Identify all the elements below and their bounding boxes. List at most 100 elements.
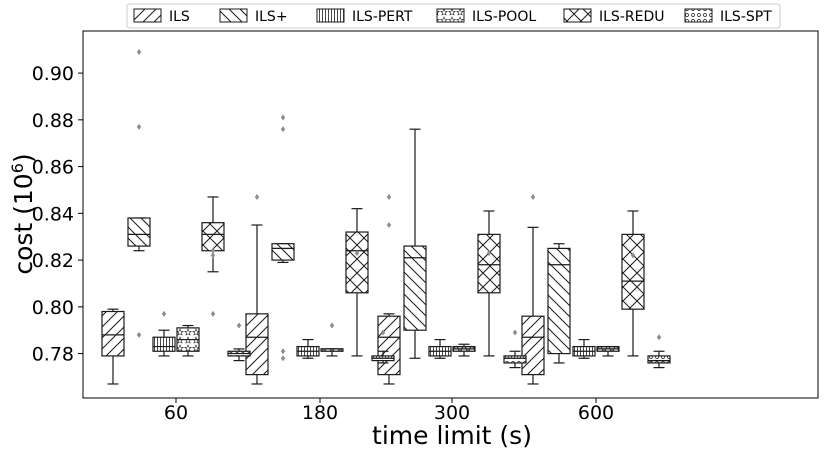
- box-series: [101, 49, 671, 385]
- outlier-point: [136, 331, 142, 338]
- outlier-point: [280, 114, 286, 121]
- legend-swatch: [133, 8, 162, 23]
- legend-item-ils-pool: ILS-POOL: [436, 8, 536, 25]
- legend-label: ILS: [169, 9, 190, 25]
- box-body: [477, 233, 501, 294]
- outlier-point: [386, 193, 392, 200]
- outlier-point: [136, 123, 142, 130]
- legend-label: ILS-SPT: [720, 9, 772, 25]
- box-ils-spt-60: [227, 322, 251, 362]
- x-tick-label: 60: [164, 402, 188, 424]
- box-body: [345, 231, 369, 294]
- legend-item-ils-spt: ILS-SPT: [684, 8, 772, 25]
- outlier-point: [486, 250, 492, 257]
- outlier-point: [210, 310, 216, 317]
- y-tick-label: 0.80: [32, 297, 74, 319]
- box-body: [547, 247, 571, 355]
- y-axis-label: cost (106): [8, 153, 38, 274]
- outlier-point: [386, 222, 392, 229]
- legend-swatch: [684, 8, 713, 23]
- legend-item-ils-redu: ILS-REDU: [563, 8, 664, 25]
- legend-label: ILS-POOL: [472, 9, 536, 25]
- box-body: [152, 336, 176, 352]
- box-ils-redu-60: [201, 196, 225, 317]
- outlier-point: [136, 49, 142, 56]
- outlier-point: [656, 334, 662, 341]
- box-body: [647, 355, 671, 364]
- box-ils-pool-180: [320, 322, 344, 357]
- box-ils-180: [245, 193, 269, 385]
- box-ils-spt-180: [371, 329, 395, 364]
- x-tick-label: 180: [302, 402, 338, 424]
- y-tick-label: 0.78: [32, 344, 74, 366]
- box-ils-spt-300: [503, 329, 527, 369]
- legend-label: ILS-PERT: [352, 9, 413, 25]
- box-body: [245, 313, 269, 376]
- x-tick-label: 300: [434, 402, 470, 424]
- legend-swatch: [219, 8, 248, 23]
- y-axis-label-close: ): [9, 153, 38, 163]
- box-ils-pert-180: [296, 338, 320, 359]
- legend-swatch: [563, 8, 592, 23]
- box-ils-pert-600: [572, 338, 596, 359]
- legend-swatch: [436, 8, 465, 23]
- box-body: [271, 243, 295, 261]
- outlier-point: [329, 322, 335, 329]
- box-ils+-60: [127, 49, 151, 338]
- legend-label: ILS+: [255, 9, 288, 25]
- box-ils-redu-300: [477, 210, 501, 357]
- outlier-point: [280, 355, 286, 362]
- box-body: [503, 355, 527, 364]
- box-ils-pool-600: [596, 345, 620, 357]
- legend-label: ILS-REDU: [599, 9, 664, 25]
- outlier-point: [210, 247, 216, 254]
- box-ils-spt-600: [647, 334, 671, 369]
- box-ils-redu-180: [345, 208, 369, 357]
- legend-swatch: [316, 8, 345, 23]
- box-body: [403, 245, 427, 331]
- box-ils-60: [101, 308, 125, 385]
- outlier-point: [280, 126, 286, 133]
- outlier-point: [530, 193, 536, 200]
- box-ils-redu-600: [621, 210, 645, 357]
- y-tick-label: 0.84: [32, 203, 74, 225]
- box-ils-pert-60: [152, 310, 176, 357]
- box-body: [201, 222, 225, 252]
- outlier-point: [512, 329, 518, 336]
- y-tick-label: 0.88: [32, 110, 74, 132]
- x-axis-label: time limit (s): [372, 421, 532, 450]
- legend-item-ils+: ILS+: [219, 8, 288, 25]
- outlier-point: [236, 322, 242, 329]
- box-body: [101, 310, 125, 357]
- box-body: [621, 233, 645, 310]
- y-tick-label: 0.82: [32, 250, 74, 272]
- legend-item-ils-pert: ILS-PERT: [316, 8, 413, 25]
- outlier-point: [161, 310, 167, 317]
- y-axis-label-base: cost (10: [9, 173, 38, 274]
- legend-item-ils: ILS: [133, 8, 190, 25]
- y-axis: 0.78 0.80 0.82 0.84 0.86 0.88 0.90: [32, 63, 83, 366]
- box-body: [521, 315, 545, 376]
- y-tick-label: 0.90: [32, 63, 74, 85]
- box-ils+-180: [271, 114, 295, 362]
- x-tick-label: 600: [578, 402, 614, 424]
- box-ils-600: [521, 193, 545, 385]
- y-tick-label: 0.86: [32, 157, 74, 179]
- box-body: [127, 217, 151, 247]
- plot-area-frame: [82, 30, 819, 399]
- box-body: [377, 315, 401, 376]
- outlier-point: [254, 193, 260, 200]
- outlier-point: [380, 329, 386, 336]
- x-axis: 60 180 300 600: [164, 398, 614, 424]
- y-axis-label-exponent: 6: [8, 163, 27, 173]
- box-ils-pert-300: [428, 338, 452, 359]
- outlier-point: [280, 348, 286, 355]
- legend: ILS ILS+ ILS-PERT ILS-POOL ILS-REDU ILS-SPT: [126, 3, 781, 29]
- box-ils+-600: [547, 243, 571, 364]
- box-ils-pool-60: [176, 324, 200, 357]
- outlier-point: [210, 252, 216, 259]
- box-ils+-300: [403, 128, 427, 359]
- outlier-point: [354, 250, 360, 257]
- outlier-point: [630, 252, 636, 259]
